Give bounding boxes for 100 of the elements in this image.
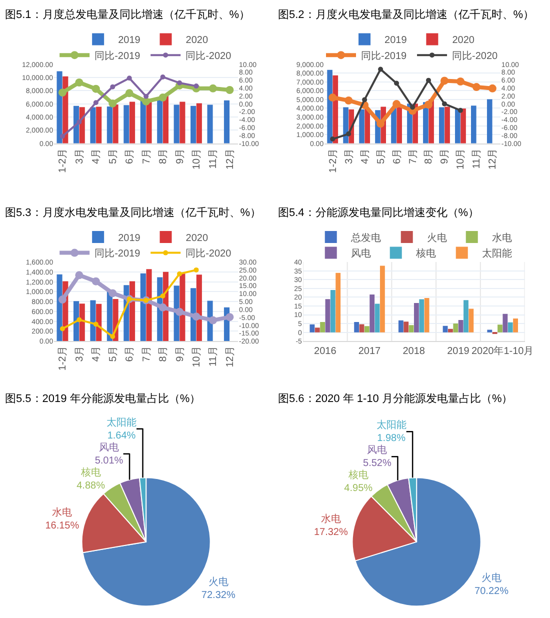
point [92, 84, 100, 93]
data-label: 72.32% [201, 590, 236, 601]
x-tick-label: 8月 [424, 148, 435, 164]
bar [380, 266, 385, 332]
bar [419, 299, 424, 332]
point [392, 100, 401, 108]
bar [325, 299, 330, 332]
bar [124, 105, 130, 144]
point [142, 97, 150, 106]
bar [174, 104, 180, 144]
legend-label: 2019 [384, 35, 408, 46]
bar [502, 314, 508, 332]
point [108, 99, 117, 108]
bar [404, 322, 409, 332]
legend-label: 2020 [186, 35, 208, 46]
bar [508, 322, 513, 332]
bar [196, 103, 202, 144]
bar [444, 106, 450, 144]
bar [327, 70, 332, 144]
data-label: 4.95% [344, 483, 373, 494]
bar [364, 108, 370, 144]
x-tick-label: 12月 [488, 148, 499, 170]
x-tick-label: 1-2月 [58, 346, 69, 371]
bar [442, 326, 448, 332]
x-tick-label: 5月 [108, 346, 119, 362]
x-tick-label: 1-2月 [328, 148, 339, 173]
data-label: 1.64% [107, 430, 136, 442]
slice-label: 风电 [98, 441, 119, 454]
legend-label: 2019 [118, 35, 141, 46]
bar [146, 269, 152, 342]
bar [464, 300, 468, 332]
bar [157, 99, 163, 144]
data-label: 1.98% [377, 433, 406, 444]
point [93, 100, 98, 106]
point [110, 84, 116, 90]
x-tick-label: 11月 [472, 148, 483, 169]
point [75, 271, 84, 280]
bar [129, 102, 136, 144]
point [60, 326, 65, 332]
point [192, 312, 200, 321]
chart-title: 图5.5：2019 年分能源发电量占比（%） [5, 392, 201, 405]
point [362, 97, 368, 102]
legend-label: 同比-2020 [186, 50, 232, 62]
bar [374, 304, 380, 332]
point [208, 84, 217, 92]
slice-label: 水电 [320, 513, 341, 526]
point [194, 267, 199, 272]
bar [207, 104, 213, 144]
legend-label: 风电 [350, 248, 371, 260]
bar [336, 272, 341, 332]
bar [498, 324, 502, 332]
bar [56, 71, 62, 144]
bar [96, 106, 102, 144]
data-label: 5.52% [363, 458, 392, 470]
point [376, 120, 385, 128]
bar [370, 294, 375, 332]
bar [343, 107, 348, 144]
bar [424, 298, 430, 332]
bar [486, 99, 492, 144]
bar [330, 290, 336, 332]
legend-label: 2020 [186, 232, 208, 244]
point [177, 80, 182, 86]
slice-label: 风电 [367, 444, 388, 456]
point [378, 66, 384, 72]
chart-title: 图5.2：月度火电发电量及同比增速（亿千瓦时、%） [278, 8, 534, 21]
x-tick-label: 2020年1-10月 [471, 345, 534, 358]
slice-label: 太阳能 [106, 416, 137, 428]
x-tick-label: 8月 [158, 148, 170, 164]
point [424, 100, 432, 109]
x-tick-label: 7月 [141, 346, 152, 362]
x-tick-label: 11月 [208, 346, 220, 367]
slice-label: 水电 [52, 506, 72, 519]
legend-label: 火电 [426, 232, 447, 244]
legend-label: 总发电 [350, 232, 381, 244]
bar [396, 105, 402, 144]
chart-title: 图5.4：分能源发电量同比增速变化（%） [278, 206, 480, 219]
point [426, 78, 431, 83]
point [110, 334, 116, 340]
point [160, 294, 166, 299]
point [346, 131, 352, 136]
point [177, 271, 182, 276]
bar [448, 328, 453, 332]
x-tick-label: 3月 [74, 346, 86, 362]
chart-title: 图5.6：2020 年 1-10 月分能源发电量占比（%） [278, 392, 513, 405]
x-tick-label: 11月 [208, 148, 220, 169]
x-tick-label: 2018 [402, 346, 426, 358]
point [440, 76, 448, 85]
point [330, 136, 336, 142]
point [76, 120, 82, 125]
x-tick-label: 10月 [456, 148, 467, 170]
bar [359, 109, 364, 144]
point [194, 84, 199, 89]
point [160, 74, 166, 80]
x-tick-label: 8月 [158, 346, 170, 362]
point [394, 80, 400, 86]
bar [458, 320, 464, 332]
data-label: 5.01% [94, 455, 124, 466]
point [472, 83, 480, 92]
x-tick-label: 9月 [174, 346, 186, 362]
point [488, 84, 496, 92]
